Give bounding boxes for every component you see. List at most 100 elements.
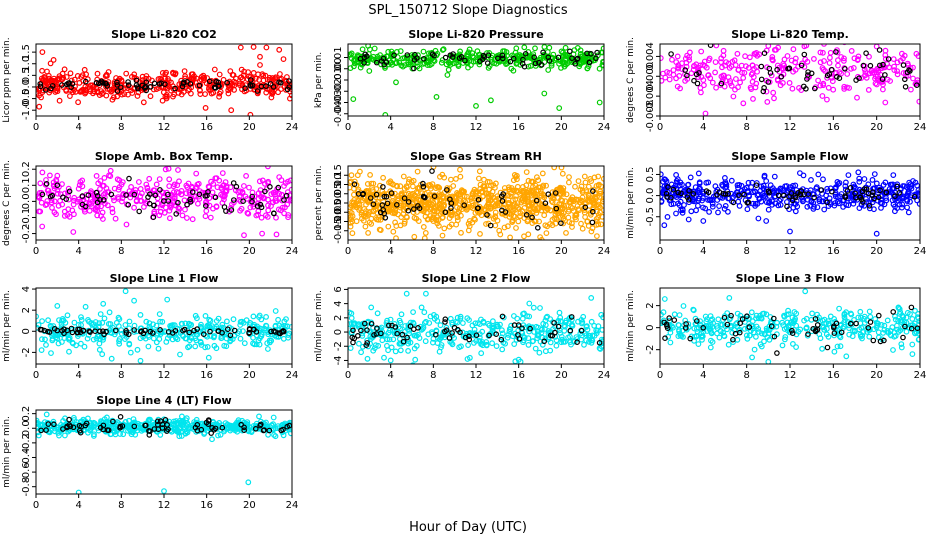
black-point — [400, 338, 407, 345]
x-tick-label: 4 — [700, 370, 706, 381]
black-point — [349, 334, 356, 341]
data-point — [103, 92, 110, 99]
panel-title: Slope Line 3 Flow — [736, 272, 845, 285]
data-point — [543, 230, 550, 237]
data-point — [706, 196, 713, 203]
data-point — [695, 170, 702, 177]
data-point — [575, 196, 582, 203]
black-point — [765, 79, 772, 85]
black-point — [842, 194, 849, 201]
black-point — [589, 219, 596, 226]
data-point — [153, 181, 160, 188]
black-point — [867, 319, 874, 325]
data-point — [515, 189, 522, 196]
black-point — [223, 208, 229, 214]
data-point — [162, 75, 169, 82]
data-point — [519, 54, 526, 60]
data-point — [100, 336, 106, 343]
x-tick-label: 20 — [870, 370, 883, 381]
black-point — [789, 327, 795, 334]
data-point — [569, 224, 575, 230]
data-point — [428, 182, 434, 189]
data-point — [672, 182, 679, 189]
black-point — [900, 334, 906, 341]
black-point — [381, 210, 388, 217]
data-point — [736, 202, 743, 209]
data-point — [877, 199, 884, 206]
data-point — [513, 336, 520, 343]
data-point — [679, 66, 685, 72]
data-point — [211, 333, 217, 340]
black-point — [894, 183, 901, 190]
data-point — [106, 309, 113, 316]
outlier-point — [855, 169, 862, 176]
data-point — [365, 229, 372, 236]
data-point — [497, 231, 504, 238]
data-point — [486, 199, 492, 206]
data-point — [727, 80, 734, 86]
black-point — [732, 330, 739, 337]
data-point — [263, 314, 270, 320]
data-point — [712, 59, 719, 65]
data-point — [912, 307, 918, 314]
data-point — [831, 316, 837, 322]
black-point — [267, 81, 274, 87]
data-point — [585, 183, 592, 190]
data-point — [166, 207, 173, 214]
data-point — [516, 206, 522, 212]
data-point — [850, 181, 857, 188]
data-point — [398, 311, 405, 318]
data-point — [725, 341, 732, 348]
data-point — [845, 202, 852, 209]
data-point — [386, 336, 393, 343]
data-point — [389, 193, 396, 200]
data-point — [850, 184, 857, 191]
black-point — [100, 328, 106, 335]
data-point — [763, 199, 770, 206]
data-point — [265, 207, 272, 214]
data-point — [42, 336, 48, 343]
data-point — [882, 52, 889, 59]
data-point — [48, 199, 55, 206]
y-tick-label: 0.1 — [21, 177, 32, 193]
data-point — [172, 71, 179, 78]
black-point — [728, 312, 734, 319]
data-point — [536, 349, 543, 356]
black-point — [901, 76, 908, 83]
outlier-point — [521, 233, 527, 240]
black-point — [594, 49, 600, 56]
black-point — [61, 330, 67, 337]
black-point — [140, 330, 147, 337]
black-point — [824, 199, 830, 206]
data-point — [734, 320, 740, 326]
black-point — [37, 81, 44, 87]
data-point — [135, 179, 142, 185]
black-point — [113, 327, 119, 334]
data-point — [740, 74, 747, 81]
black-point — [253, 329, 260, 335]
data-point — [139, 73, 146, 80]
black-point — [442, 54, 449, 61]
black-point — [552, 329, 558, 336]
y-tick-label: -0.15 — [333, 218, 344, 244]
data-point — [844, 71, 851, 77]
black-point — [410, 65, 417, 72]
data-point — [862, 72, 868, 79]
data-point — [761, 338, 767, 345]
data-point — [469, 194, 476, 201]
data-point — [781, 62, 787, 69]
black-point — [766, 65, 773, 72]
data-point — [771, 47, 778, 53]
data-point — [98, 88, 105, 94]
data-point — [819, 323, 826, 330]
data-point — [392, 219, 399, 226]
data-point — [680, 303, 687, 309]
data-point — [595, 323, 602, 330]
data-point — [420, 223, 427, 230]
data-point — [428, 216, 435, 223]
data-point — [436, 222, 442, 229]
data-point — [119, 195, 126, 202]
data-point — [483, 341, 490, 348]
black-point — [283, 192, 290, 199]
